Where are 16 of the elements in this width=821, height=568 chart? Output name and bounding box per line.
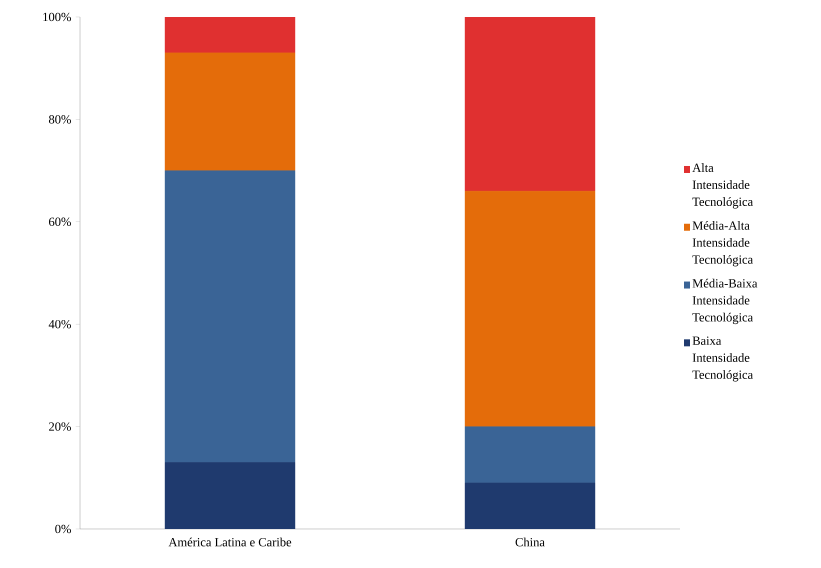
bar bbox=[164, 52, 296, 171]
bar bbox=[164, 170, 296, 463]
bar bbox=[464, 190, 596, 427]
legend-label: Baixa Intensidade Tecnológica bbox=[692, 336, 753, 382]
y-tick-label: 20% bbox=[49, 422, 71, 431]
y-tick-label: 0% bbox=[55, 524, 71, 534]
legend-label: Média-Alta Intensidade Tecnológica bbox=[692, 220, 753, 266]
x-tick-label: China bbox=[516, 538, 545, 546]
y-tick-label: 100% bbox=[43, 12, 71, 22]
x-tick-label: América Latina e Caribe bbox=[168, 538, 292, 546]
y-tick-label: 80% bbox=[48, 115, 71, 124]
legend-label: Alta Intensidade Tecnológica bbox=[692, 163, 753, 209]
y-tick-label: 60% bbox=[49, 218, 71, 226]
bar bbox=[464, 426, 596, 484]
y-tick-label: 40% bbox=[48, 320, 71, 328]
legend-label: Média-Baixa Intensidade Tecnológica bbox=[692, 278, 758, 324]
